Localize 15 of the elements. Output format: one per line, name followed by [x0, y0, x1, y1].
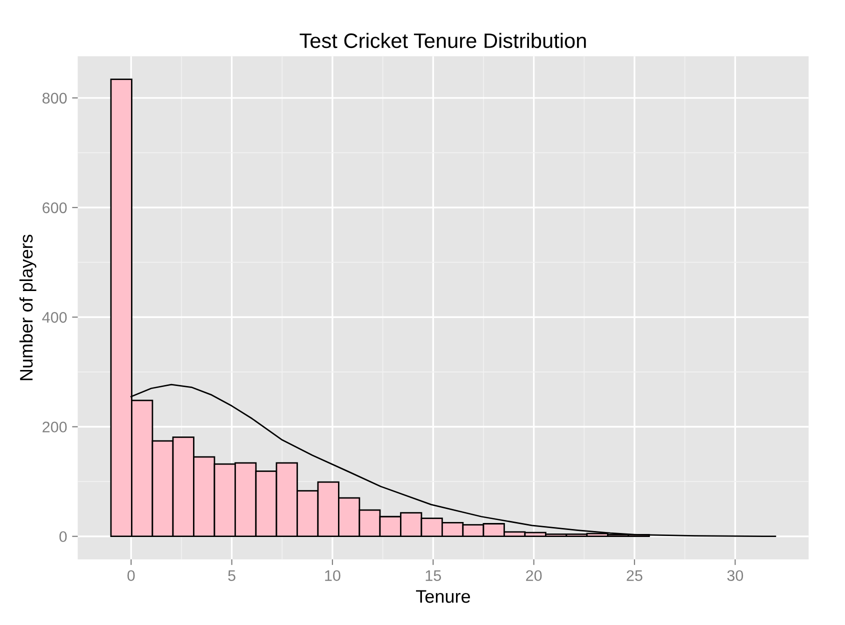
y-tick-label: 400: [42, 312, 67, 323]
chart-title: Test Cricket Tenure Distribution: [300, 32, 586, 48]
x-tick-label: 25: [626, 570, 642, 582]
x-tick-label: 10: [325, 570, 340, 582]
x-tick-label: 15: [426, 570, 441, 582]
x-tick-label: 30: [727, 570, 744, 582]
x-tick-label: 20: [526, 570, 542, 582]
x-tick-label: 5: [228, 570, 236, 582]
y-tick-label: 200: [42, 422, 67, 432]
y-tick-label: 800: [42, 92, 67, 104]
x-axis-title: Tenure: [416, 590, 470, 603]
y-tick-label: 0: [59, 531, 67, 542]
x-tick-label: 0: [127, 570, 135, 582]
y-tick-label: 600: [42, 202, 67, 214]
y-axis-title: Number of players: [19, 234, 36, 380]
